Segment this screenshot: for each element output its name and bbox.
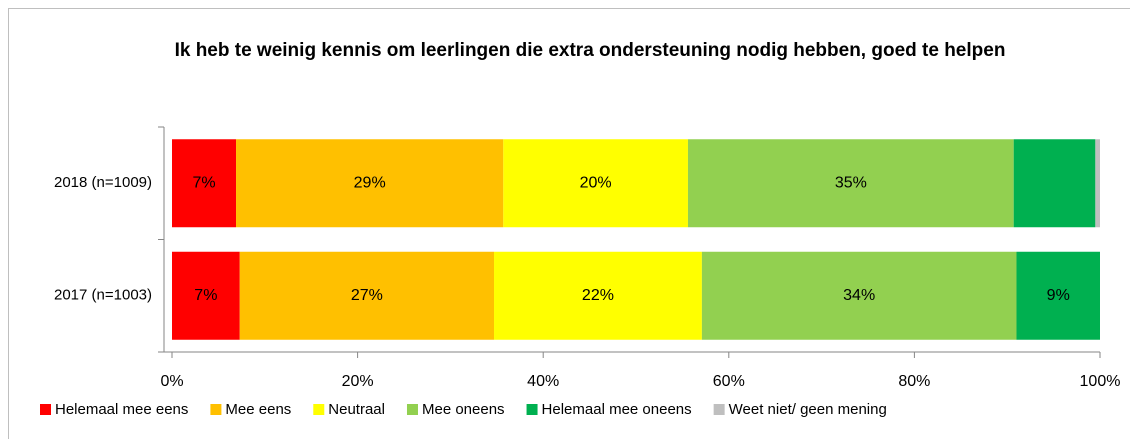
- bar-segment: [236, 139, 504, 228]
- bar-segment: [503, 139, 688, 228]
- bar-segment: [687, 139, 1014, 228]
- data-label: 29%: [354, 174, 386, 191]
- legend-swatch: [40, 404, 51, 415]
- bar-segment: [172, 251, 240, 340]
- legend-swatch: [406, 404, 418, 415]
- legend-label: Mee oneens: [422, 401, 505, 418]
- data-label: 35%: [835, 174, 867, 191]
- data-label: 34%: [843, 287, 875, 304]
- bar-segment: [1016, 251, 1100, 340]
- legend-swatch: [210, 404, 222, 415]
- legend-label: Weet niet/ geen mening: [729, 401, 887, 418]
- bar-segment: [172, 139, 237, 228]
- x-tick-label: 100%: [1080, 373, 1121, 390]
- legend-label: Neutraal: [328, 401, 385, 418]
- x-tick-label: 80%: [898, 373, 930, 390]
- legend-label: Helemaal mee oneens: [542, 401, 692, 418]
- bar-segment: [1095, 139, 1100, 228]
- legend-swatch: [526, 404, 538, 415]
- data-label: 20%: [580, 174, 612, 191]
- legend-swatch: [313, 404, 325, 415]
- chart-title: Ik heb te weinig kennis om leerlingen di…: [174, 40, 1006, 61]
- legend-swatch: [713, 404, 725, 415]
- bar-segment: [701, 251, 1017, 340]
- bar-segment: [239, 251, 495, 340]
- x-tick-label: 60%: [713, 373, 745, 390]
- data-label: 9%: [1047, 287, 1070, 304]
- legend-label: Helemaal mee eens: [55, 401, 188, 418]
- data-label: 7%: [194, 287, 217, 304]
- bar-segment: [494, 251, 702, 340]
- chart-frame: [8, 8, 1130, 439]
- x-tick-label: 20%: [342, 373, 374, 390]
- data-label: 7%: [192, 174, 215, 191]
- bar-segment: [1013, 139, 1096, 228]
- y-tick-label: 2017 (n=1003): [54, 287, 152, 304]
- data-label: 22%: [582, 287, 614, 304]
- legend-label: Mee eens: [225, 401, 291, 418]
- x-tick-label: 0%: [160, 373, 183, 390]
- y-tick-label: 2018 (n=1009): [54, 174, 152, 191]
- data-label: 27%: [351, 287, 383, 304]
- x-tick-label: 40%: [527, 373, 559, 390]
